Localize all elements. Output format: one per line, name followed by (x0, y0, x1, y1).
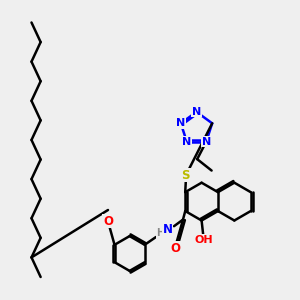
Text: S: S (182, 169, 190, 182)
Text: N: N (192, 107, 201, 117)
Text: O: O (103, 215, 113, 228)
Text: N: N (202, 137, 211, 147)
Text: N: N (176, 118, 185, 128)
Text: O: O (171, 242, 181, 255)
Text: OH: OH (195, 235, 213, 245)
Text: N: N (182, 137, 191, 147)
Text: N: N (162, 223, 172, 236)
Text: H: H (156, 228, 165, 239)
